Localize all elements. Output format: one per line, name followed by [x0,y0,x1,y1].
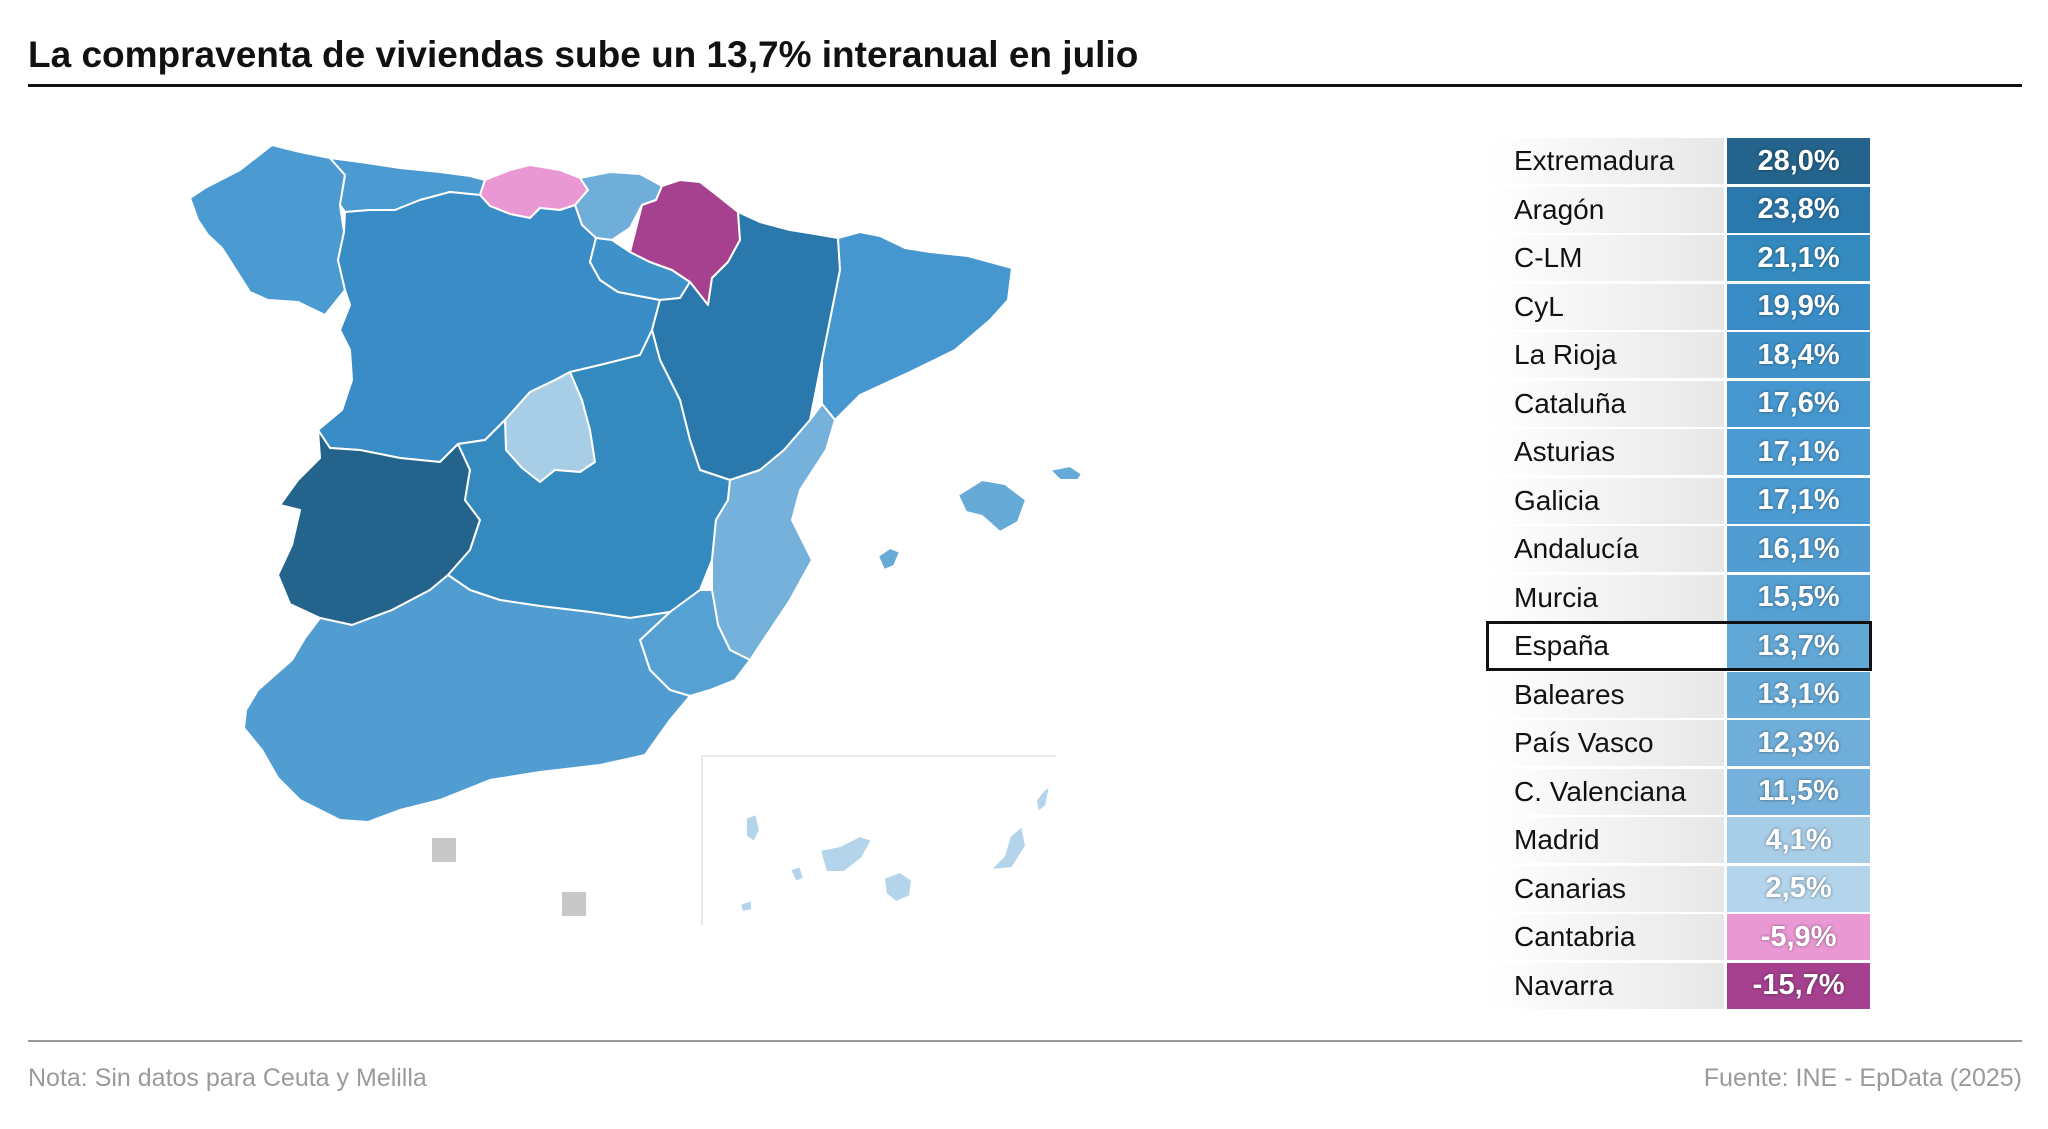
region-name: C. Valenciana [1488,768,1725,815]
table-row: Cantabria -5,9% [1488,914,1870,960]
region-name: Murcia [1488,574,1725,621]
table-row: Canarias 2,5% [1488,865,1870,912]
ranking-table: Extremadura 28,0% Aragón 23,8% C-LM 21,1% CyL 1… [1486,138,1872,1011]
region-value: -5,9% [1727,914,1870,960]
region-cataluna[interactable] [821,231,1013,421]
source-credit: Fuente: INE - EpData (2025) [1703,1064,2022,1092]
region-name: Madrid [1488,817,1725,863]
region-baleares-menorca[interactable] [1049,465,1083,481]
region-name: Cataluña [1488,380,1725,427]
region-value: 18,4% [1727,332,1870,378]
footer-divider [28,1040,2022,1042]
region-value: 15,5% [1727,574,1870,621]
region-galicia[interactable] [189,144,346,316]
table-row: Murcia 15,5% [1488,574,1870,621]
region-value: 2,5% [1727,865,1870,912]
spain-choropleth-map [189,144,1083,925]
chart-title: La compraventa de viviendas sube un 13,7… [28,34,1139,75]
region-name: Aragón [1488,186,1725,233]
region-value: 28,0% [1727,138,1870,184]
region-value: 16,1% [1727,526,1870,572]
ceuta-no-data-square [432,838,456,862]
region-name: Asturias [1488,429,1725,475]
region-c-valenciana[interactable] [711,403,836,661]
region-name: España [1488,623,1725,669]
table-row: Andalucía 16,1% [1488,526,1870,572]
table-row: C-LM 21,1% [1488,235,1870,281]
region-value: 21,1% [1727,235,1870,281]
region-value: 17,6% [1727,380,1870,427]
table-row: CyL 19,9% [1488,283,1870,330]
region-value: 23,8% [1727,186,1870,233]
region-value: 13,7% [1727,623,1870,669]
canarias-inset-frame [701,755,1056,925]
table-row: Asturias 17,1% [1488,429,1870,475]
region-name: La Rioja [1488,332,1725,378]
region-name: Navarra [1488,962,1725,1009]
region-value: 12,3% [1727,720,1870,766]
table-row: Aragón 23,8% [1488,186,1870,233]
table-row: La Rioja 18,4% [1488,332,1870,378]
table-row: Galicia 17,1% [1488,477,1870,524]
table-row: Cataluña 17,6% [1488,380,1870,427]
table-row: Baleares 13,1% [1488,671,1870,718]
region-value: 4,1% [1727,817,1870,863]
region-andalucia[interactable] [243,574,691,823]
region-name: Extremadura [1488,138,1725,184]
region-name: Baleares [1488,671,1725,718]
region-name: Andalucía [1488,526,1725,572]
table-row: España 13,7% [1486,621,1872,671]
region-value: 19,9% [1727,283,1870,330]
region-value: 17,1% [1727,429,1870,475]
table-row: C. Valenciana 11,5% [1488,768,1870,815]
region-value: 17,1% [1727,477,1870,524]
table-row: Madrid 4,1% [1488,817,1870,863]
region-value: -15,7% [1727,962,1870,1009]
title-divider [28,84,2022,87]
table-row: Navarra -15,7% [1488,962,1870,1009]
region-name: País Vasco [1488,720,1725,766]
region-value: 11,5% [1727,768,1870,815]
table-row: Extremadura 28,0% [1488,138,1870,184]
region-baleares-ibiza[interactable] [877,547,901,571]
table-row: País Vasco 12,3% [1488,720,1870,766]
region-name: Galicia [1488,477,1725,524]
footnote: Nota: Sin datos para Ceuta y Melilla [28,1064,427,1092]
region-name: Canarias [1488,865,1725,912]
region-baleares[interactable] [957,479,1027,533]
region-name: Cantabria [1488,914,1725,960]
melilla-no-data-square [562,892,586,916]
region-name: CyL [1488,283,1725,330]
region-value: 13,1% [1727,671,1870,718]
region-canarias[interactable] [739,785,1051,913]
region-name: C-LM [1488,235,1725,281]
